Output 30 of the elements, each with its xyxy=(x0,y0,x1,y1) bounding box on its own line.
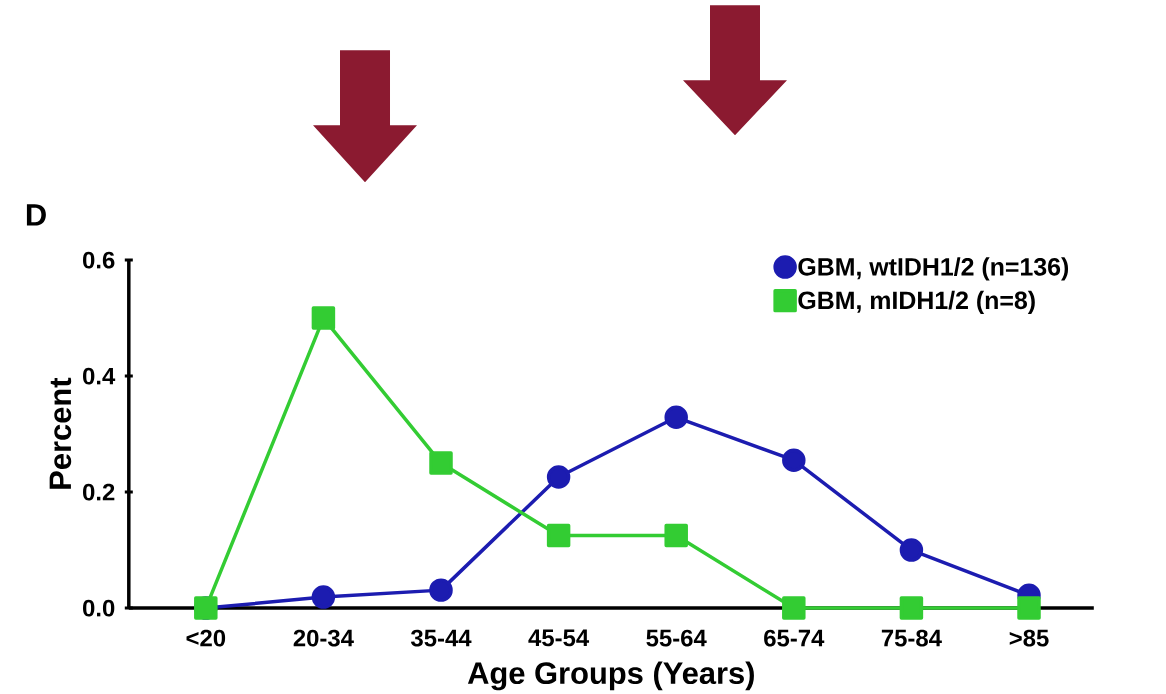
x-tick-label: >85 xyxy=(1009,629,1049,647)
point xyxy=(1017,596,1041,621)
point xyxy=(546,524,571,548)
y-tick-label: 0.4 xyxy=(83,367,116,385)
y-tick-label: 0.2 xyxy=(83,483,115,501)
x-axis-title: Age Groups (Years) xyxy=(467,661,754,691)
legend-label: GBM, wtIDH1/2 (n=136) xyxy=(798,257,1069,281)
point xyxy=(546,465,571,489)
x-tick-label: 20-34 xyxy=(293,629,354,647)
point xyxy=(311,306,336,331)
point xyxy=(782,596,806,621)
y-axis-title: Percent xyxy=(49,378,72,489)
point xyxy=(311,585,336,609)
point xyxy=(664,405,688,430)
x-tick-label: 35-44 xyxy=(410,629,472,647)
x-tick-label: 55-64 xyxy=(646,629,707,647)
text: D xyxy=(26,204,46,226)
y-tick-label: 0.6 xyxy=(83,251,115,269)
y-tick-label: 0.0 xyxy=(83,599,115,617)
point xyxy=(899,538,924,563)
x-tick-label: 65-74 xyxy=(764,629,825,647)
point xyxy=(782,448,806,473)
point xyxy=(664,524,688,548)
x-tick-label: <20 xyxy=(186,629,226,647)
point xyxy=(899,596,924,621)
x-tick-label: 75-84 xyxy=(881,629,942,647)
point xyxy=(429,578,453,603)
x-tick-label: 45-54 xyxy=(528,629,590,647)
point xyxy=(429,451,453,476)
legend-label: GBM, mIDH1/2 (n=8) xyxy=(798,291,1035,315)
